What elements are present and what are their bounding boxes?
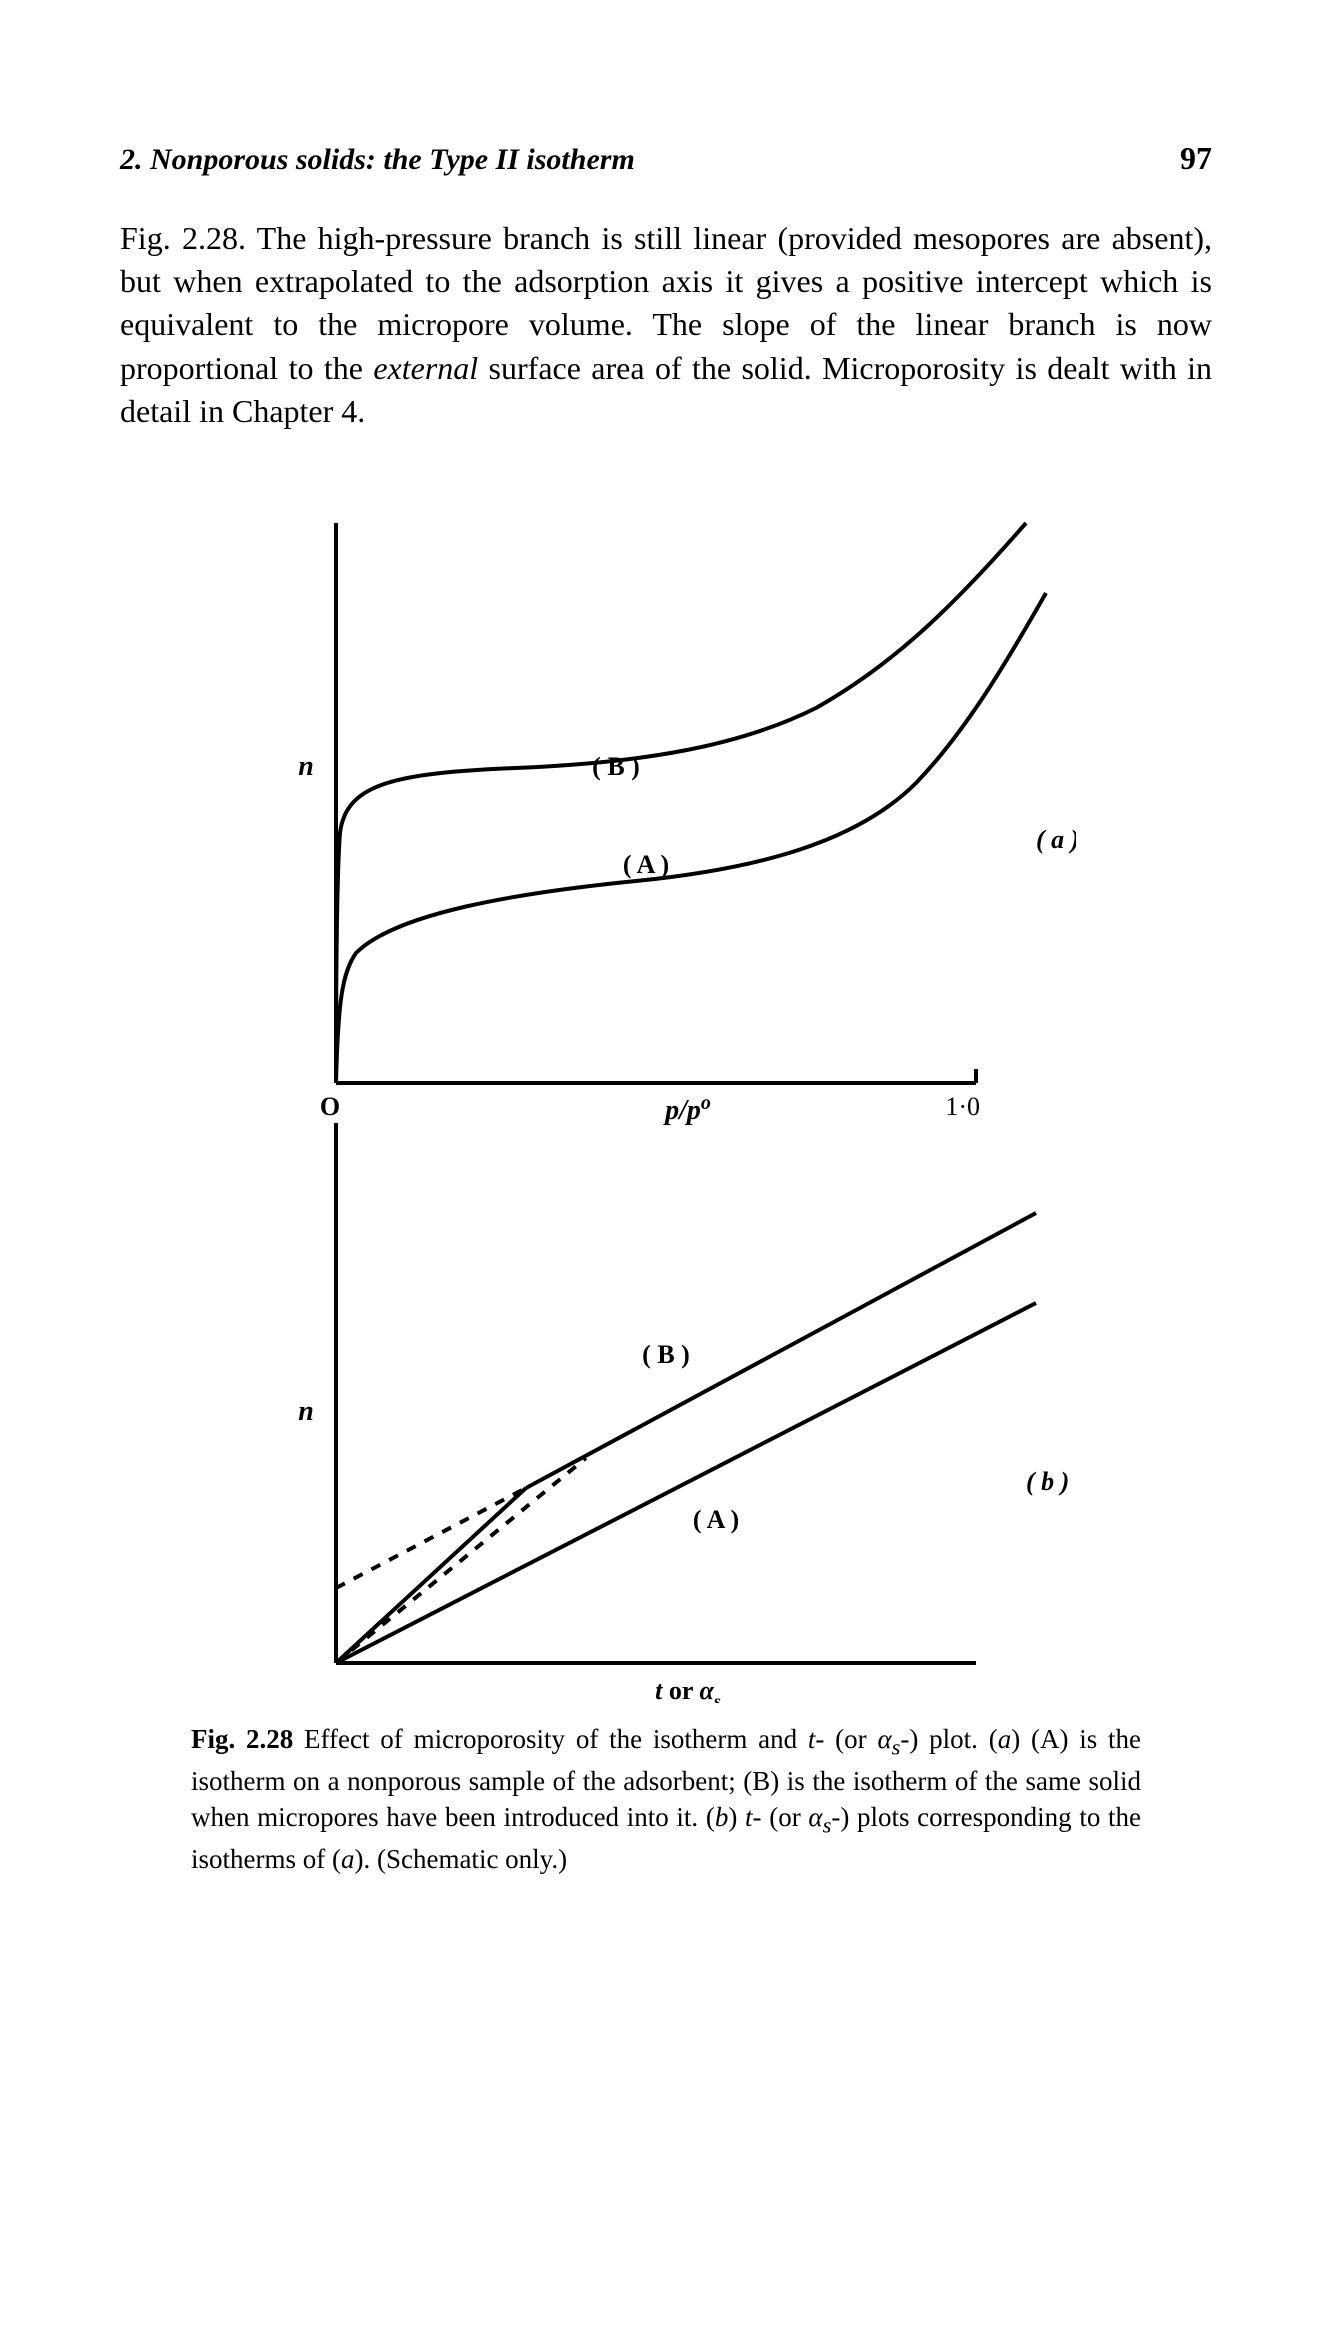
svg-text:O: O xyxy=(320,1092,340,1121)
page: 2. Nonporous solids: the Type II isother… xyxy=(0,0,1332,2024)
svg-text:p/po: p/po xyxy=(663,1092,711,1126)
svg-text:( A ): ( A ) xyxy=(623,850,669,879)
svg-text:t or αs: t or αs xyxy=(655,1676,721,1703)
caption-lead: Fig. 2.28 xyxy=(191,1724,293,1754)
caption-body: Effect of microporosity of the isotherm … xyxy=(191,1724,1141,1874)
page-header: 2. Nonporous solids: the Type II isother… xyxy=(120,140,1212,177)
para-emphasis: external xyxy=(373,350,478,386)
body-paragraph: Fig. 2.28. The high-pressure branch is s… xyxy=(120,217,1212,433)
svg-text:( A ): ( A ) xyxy=(693,1505,739,1534)
figure-svg: Op/po 1·0 n ( A ) ( B ) ( a ) n t or αs ( A ) ( B… xyxy=(256,483,1076,1703)
svg-text:1·0: 1·0 xyxy=(945,1092,980,1121)
svg-text:( a ): ( a ) xyxy=(1036,825,1076,854)
figure-2-28: Op/po 1·0 n ( A ) ( B ) ( a ) n t or αs ( A ) ( B… xyxy=(120,483,1212,1904)
page-number: 97 xyxy=(1180,140,1212,177)
svg-text:( B ): ( B ) xyxy=(642,1340,690,1369)
svg-text:( B ): ( B ) xyxy=(592,752,640,781)
svg-text:n: n xyxy=(298,751,314,782)
running-title: 2. Nonporous solids: the Type II isother… xyxy=(120,143,635,177)
svg-text:( b ): ( b ) xyxy=(1026,1467,1069,1496)
figure-caption: Fig. 2.28 Effect of microporosity of the… xyxy=(191,1721,1141,1877)
svg-text:n: n xyxy=(298,1396,314,1427)
